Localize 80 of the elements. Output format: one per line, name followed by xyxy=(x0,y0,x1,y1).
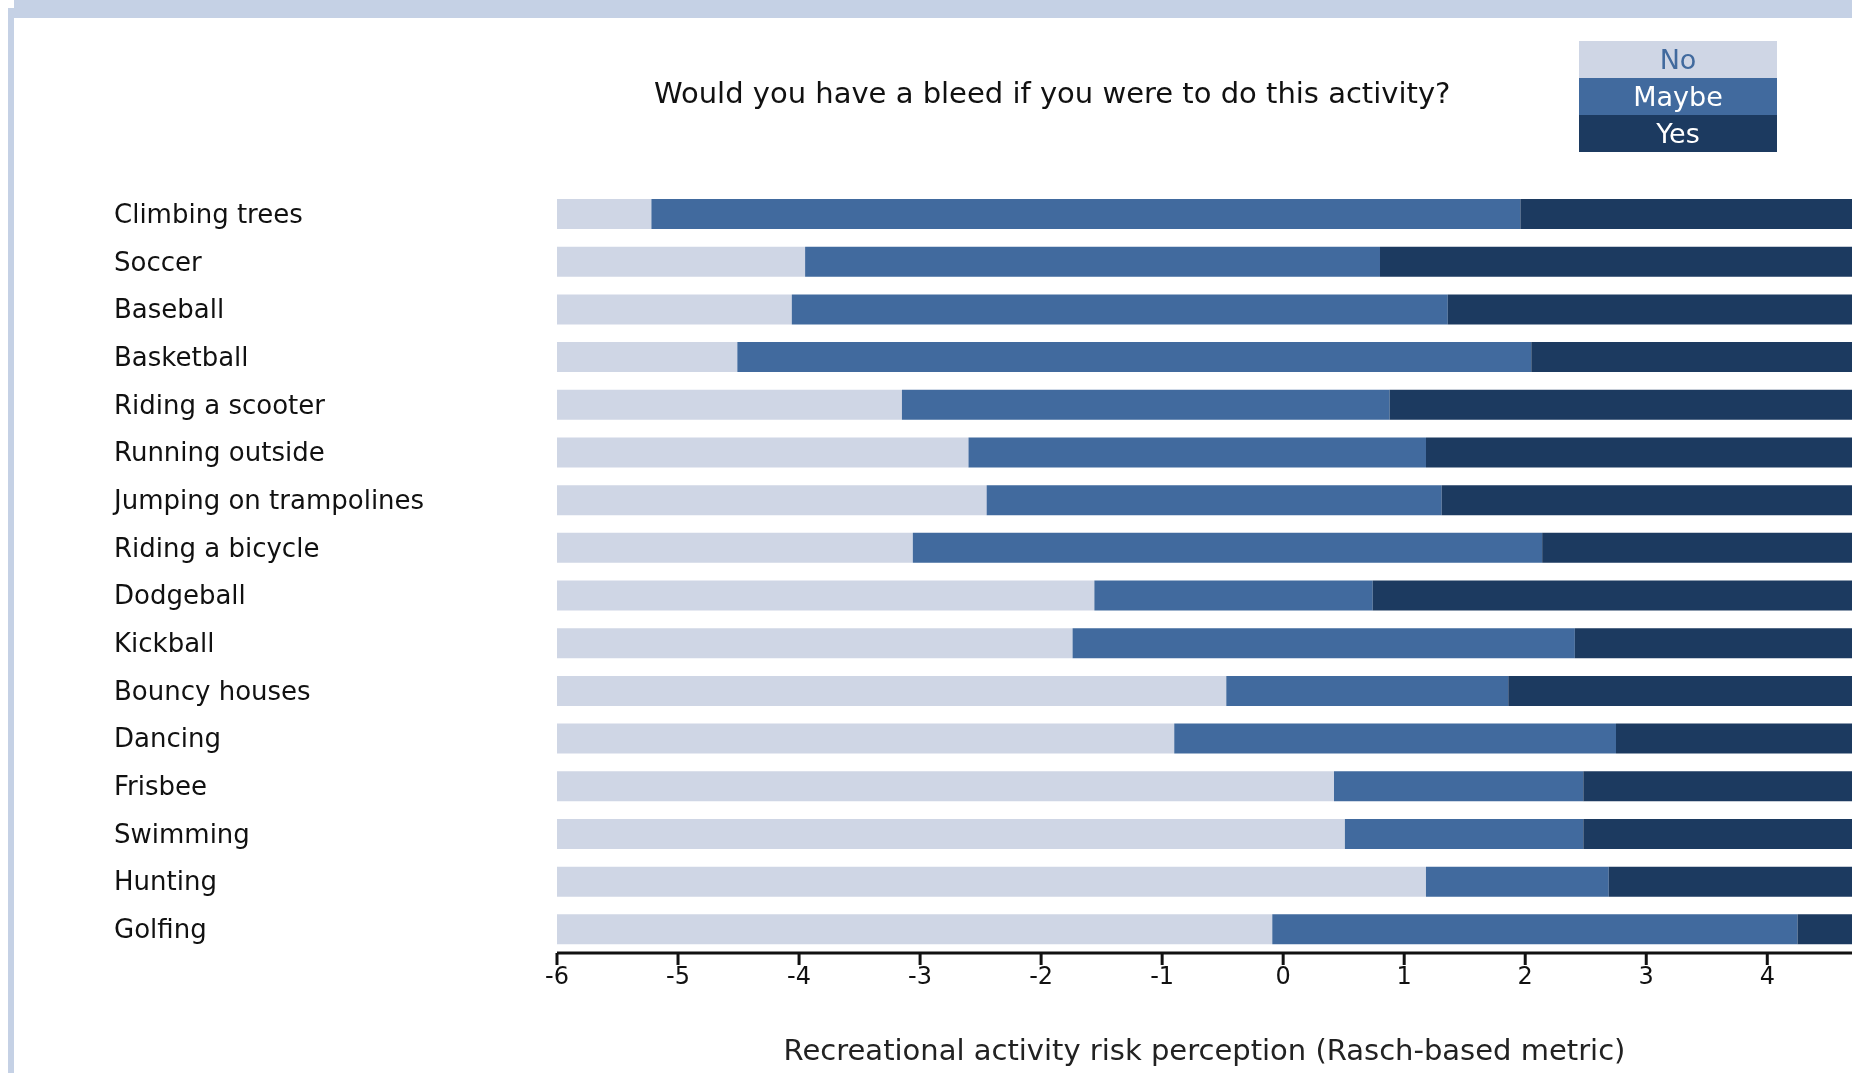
bar xyxy=(1425,866,1609,897)
bar xyxy=(1447,294,1852,325)
bar xyxy=(557,914,1273,945)
bar xyxy=(557,866,1426,897)
bar xyxy=(557,199,652,229)
bar xyxy=(1797,914,1852,945)
bar xyxy=(1094,580,1373,611)
y-tick-label: Basketball xyxy=(114,341,249,372)
bar xyxy=(557,342,738,373)
bar xyxy=(1583,771,1852,802)
bar xyxy=(912,532,1543,563)
y-tick-label: Riding a scooter xyxy=(114,389,326,420)
bar xyxy=(1174,723,1616,754)
bar xyxy=(1531,342,1852,373)
y-tick-label: Riding a bicycle xyxy=(114,532,320,563)
y-tick-label: Swimming xyxy=(114,818,250,849)
bar xyxy=(1379,246,1852,277)
bar xyxy=(901,389,1390,420)
bar xyxy=(557,246,806,277)
bar xyxy=(557,628,1073,659)
x-tick-label: -1 xyxy=(1150,962,1175,991)
bar xyxy=(557,294,792,325)
y-tick-label: Bouncy houses xyxy=(114,675,311,706)
y-tick-label: Jumping on trampolines xyxy=(112,484,425,515)
bar xyxy=(1583,818,1852,849)
bar xyxy=(1389,389,1852,420)
y-tick-label: Dodgeball xyxy=(114,580,246,611)
x-tick-label: 3 xyxy=(1638,962,1654,991)
x-tick-label: 2 xyxy=(1517,962,1533,991)
x-tick-label: -5 xyxy=(666,962,690,991)
x-tick-label: 1 xyxy=(1396,962,1412,991)
text: Maybe xyxy=(1633,81,1723,112)
x-axis-title: Recreational activity risk perception (Rasch-based metric) xyxy=(783,1033,1626,1067)
bar xyxy=(557,485,987,516)
x-tick-label: 4 xyxy=(1759,962,1775,991)
x-tick-label: -3 xyxy=(908,962,933,991)
bar xyxy=(1542,532,1852,563)
y-tick-label: Golfing xyxy=(114,914,207,945)
bar xyxy=(557,818,1345,849)
y-tick-label: Running outside xyxy=(114,437,325,468)
bar xyxy=(651,199,1521,229)
text: No xyxy=(1659,44,1697,75)
chart-title: Would you have a bleed if you were to do this activity? xyxy=(654,76,1451,110)
y-tick-label: Hunting xyxy=(114,866,217,897)
bar xyxy=(557,389,902,420)
y-tick-label: Soccer xyxy=(114,246,202,277)
bar xyxy=(737,342,1532,373)
bar xyxy=(1616,723,1852,754)
bar xyxy=(557,723,1175,754)
bar xyxy=(986,485,1442,516)
x-tick-label: -6 xyxy=(545,962,569,991)
bar xyxy=(1425,437,1852,468)
bar xyxy=(791,294,1448,325)
bar xyxy=(1344,818,1584,849)
x-tick-label: 0 xyxy=(1275,962,1291,991)
series-label: Yes xyxy=(1655,118,1700,149)
bar xyxy=(557,771,1334,802)
bar xyxy=(557,675,1227,706)
bar xyxy=(968,437,1426,468)
bar xyxy=(1334,771,1584,802)
bar xyxy=(805,246,1380,277)
bar xyxy=(1608,866,1852,897)
bar xyxy=(1226,675,1509,706)
bar xyxy=(557,437,969,468)
bar xyxy=(1072,628,1575,659)
y-tick-label: Dancing xyxy=(114,723,221,754)
bar xyxy=(1372,580,1852,611)
y-tick-label: Baseball xyxy=(114,294,225,325)
y-tick-label: Frisbee xyxy=(114,771,208,802)
bar xyxy=(1520,199,1852,229)
y-tick-label: Climbing trees xyxy=(114,198,303,229)
bar xyxy=(1441,485,1852,516)
bar xyxy=(557,580,1095,611)
x-tick-label: -2 xyxy=(1029,962,1054,991)
bar xyxy=(1508,675,1852,706)
y-tick-label: Kickball xyxy=(114,628,215,659)
bar xyxy=(1574,628,1852,659)
x-tick-label: -4 xyxy=(787,962,812,991)
bar xyxy=(1272,914,1798,945)
bar xyxy=(557,532,913,563)
